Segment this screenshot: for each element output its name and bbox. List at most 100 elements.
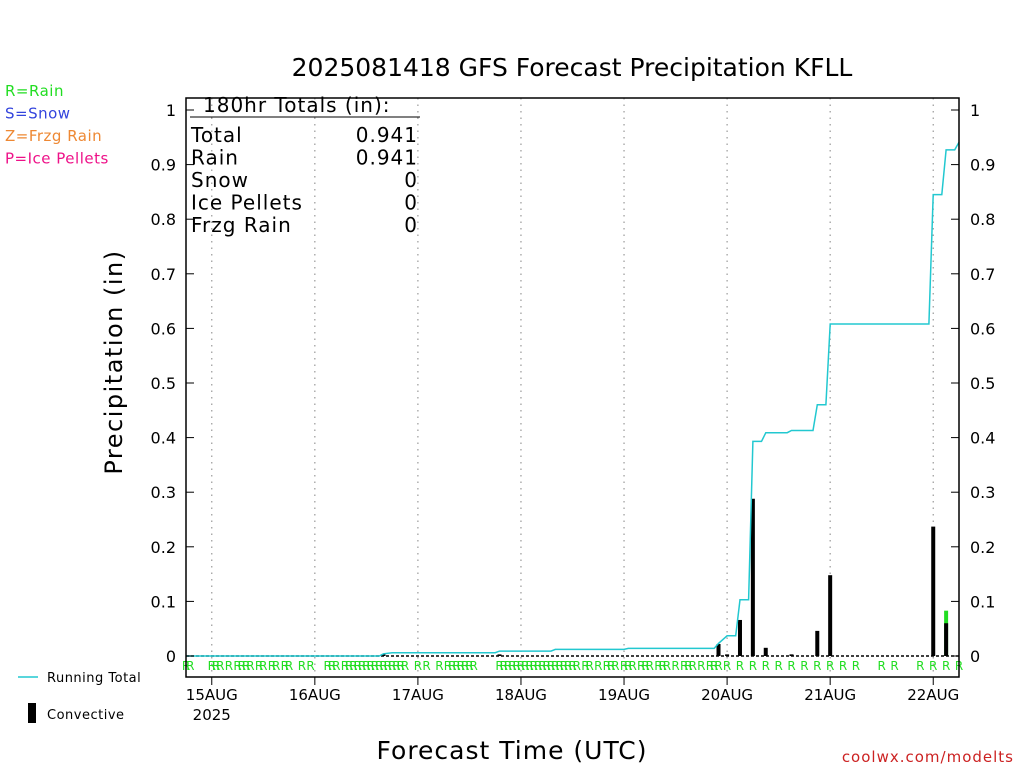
ptype-mark: R — [298, 659, 306, 673]
ptype-mark: R — [457, 659, 465, 673]
ptype-mark: R — [508, 659, 516, 673]
ptype-mark: R — [465, 659, 473, 673]
convective-bar — [381, 654, 386, 656]
y-tick-label-left: 0.4 — [151, 429, 176, 448]
running-total-line — [186, 141, 960, 657]
y-tick-label-right: 0.1 — [970, 592, 995, 611]
y-tick-label-right: 0.6 — [970, 319, 995, 338]
ptype-mark: R — [208, 659, 216, 673]
ptype-mark: R — [749, 659, 757, 673]
y-axis-left: 0 0.1 0.2 0.3 0.4 0.5 0.6 0.7 0.8 0.9 1 — [151, 101, 194, 666]
ptype-mark: R — [392, 659, 400, 673]
ptype-mark: R — [710, 659, 718, 673]
ptype-mark: R — [186, 659, 194, 673]
ptype-mark: R — [603, 659, 611, 673]
ptype-mark: R — [663, 659, 671, 673]
totals-row-value: 0 — [404, 191, 418, 215]
ptype-mark: R — [573, 659, 581, 673]
ptype-mark: R — [328, 659, 336, 673]
ptype-mark: R — [654, 659, 662, 673]
running-total-legend-label: Running Total — [47, 671, 141, 686]
y-tick-label-right: 0 — [970, 647, 980, 666]
ptype-mark: R — [366, 659, 374, 673]
y-tick-label-right: 0.7 — [970, 265, 995, 284]
ptype-mark: R — [586, 659, 594, 673]
x-tick-label: 20AUG — [701, 686, 753, 704]
precip-type-legend: R=Rain S=Snow Z=Frzg Rain P=Ice Pellets — [5, 82, 109, 168]
y-tick-label-right: 0.9 — [970, 156, 995, 175]
x-axis: 15AUG 2025 16AUG 17AUG 18AUG 19AUG 20AUG 21AUG 2… — [186, 677, 959, 724]
ptype-mark: R — [852, 659, 860, 673]
ptype-mark: R — [435, 659, 443, 673]
ptype-mark: R — [607, 659, 615, 673]
ptype-mark: R — [414, 659, 422, 673]
ptype-mark: R — [401, 659, 409, 673]
ptype-mark: R — [620, 659, 628, 673]
ptype-legend-item: P=Ice Pellets — [5, 150, 109, 168]
ptype-mark: R — [594, 659, 602, 673]
y-tick-label-left: 0.1 — [151, 592, 176, 611]
chart-title: 2025081418 GFS Forecast Precipitation KF… — [292, 53, 853, 82]
totals-row-label: Snow — [191, 168, 249, 192]
ptype-mark: R — [259, 659, 267, 673]
ptype-mark: R — [826, 659, 834, 673]
ptype-mark: R — [452, 659, 460, 673]
ptype-mark: R — [358, 659, 366, 673]
x-tick-label: 17AUG — [392, 686, 444, 704]
convective-bar — [737, 619, 742, 656]
y-tick-label-left: 0.5 — [151, 374, 176, 393]
watermark: coolwx.com/modelts — [842, 748, 1014, 766]
ptype-mark: R — [212, 659, 220, 673]
ptype-legend-item: Z=Frzg Rain — [5, 127, 102, 145]
ptype-mark: R — [216, 659, 224, 673]
convective-bar — [789, 654, 794, 656]
convective-bar — [815, 630, 820, 656]
x-tick-label: 16AUG — [289, 686, 341, 704]
ptype-mark: R — [628, 659, 636, 673]
ptype-mark: R — [624, 659, 632, 673]
ptype-mark: R — [890, 659, 898, 673]
convective-bar — [763, 647, 768, 656]
vertical-gridlines — [211, 98, 934, 677]
y-tick-label-right: 0.8 — [970, 210, 995, 229]
ptype-mark: R — [397, 659, 405, 673]
ptype-mark: R — [611, 659, 619, 673]
ptype-mark: R — [470, 659, 478, 673]
ptype-mark: R — [500, 659, 508, 673]
running-total-layer — [186, 141, 960, 657]
ptype-mark: R — [504, 659, 512, 673]
ptype-mark: R — [362, 659, 370, 673]
totals-row-label: Ice Pellets — [191, 191, 303, 215]
ptype-mark: R — [422, 659, 430, 673]
ptype-mark: R — [530, 659, 538, 673]
series-legend: Running Total Convective — [18, 671, 141, 723]
ptype-mark: R — [225, 659, 233, 673]
plot-frame — [185, 97, 960, 678]
y-tick-label-right: 0.3 — [970, 483, 995, 502]
convective-bar — [750, 498, 755, 656]
ptype-mark: R — [517, 659, 525, 673]
totals-row-value: 0 — [404, 168, 418, 192]
ptype-mark: R — [671, 659, 679, 673]
totals-row-value: 0.941 — [356, 123, 418, 147]
x-axis-label: Forecast Time (UTC) — [377, 736, 648, 765]
ptype-mark: R — [375, 659, 383, 673]
y-tick-label-right: 0.2 — [970, 538, 995, 557]
ptype-mark: R — [268, 659, 276, 673]
y-tick-label-left: 1 — [166, 101, 176, 120]
convective-bar — [828, 575, 833, 656]
ptype-mark: R — [714, 659, 722, 673]
totals-row-label: Rain — [191, 146, 239, 170]
y-tick-label-left: 0.9 — [151, 156, 176, 175]
ptype-mark: R — [706, 659, 714, 673]
ptype-mark: R — [332, 659, 340, 673]
ptype-mark: R — [448, 659, 456, 673]
ptype-mark: R — [659, 659, 667, 673]
ptype-mark: R — [551, 659, 559, 673]
y-tick-label-left: 0.3 — [151, 483, 176, 502]
x-tick-sublabel: 2025 — [193, 706, 231, 724]
ptype-mark: R — [929, 659, 937, 673]
ptype-mark: R — [345, 659, 353, 673]
ptype-mark: R — [564, 659, 572, 673]
